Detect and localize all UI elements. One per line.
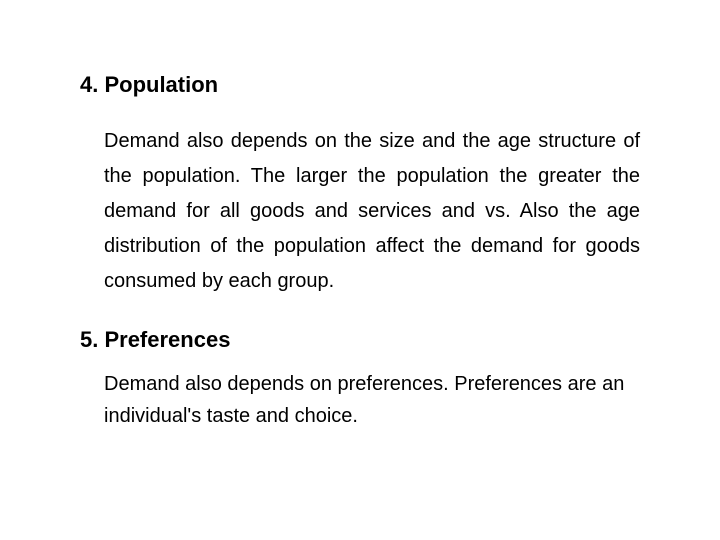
section-body-population: Demand also depends on the size and the …: [104, 124, 640, 299]
section-heading-preferences: 5. Preferences: [80, 327, 640, 353]
section-heading-population: 4. Population: [80, 72, 640, 98]
section-body-preferences: Demand also depends on preferences. Pref…: [104, 368, 640, 432]
slide-page: 4. Population Demand also depends on the…: [0, 0, 720, 540]
